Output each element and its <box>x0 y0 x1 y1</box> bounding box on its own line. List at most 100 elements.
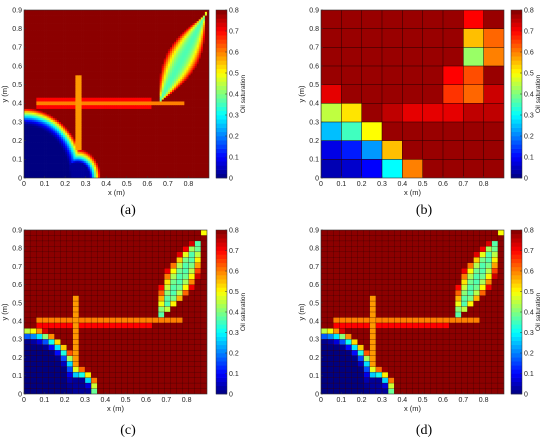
heatmap-cell <box>65 66 68 69</box>
heatmap-cell <box>50 54 54 58</box>
heatmap-cell <box>196 101 200 104</box>
heatmap-cell <box>122 58 126 61</box>
heatmap-cell <box>42 60 45 63</box>
heatmap-cell <box>178 94 181 97</box>
heatmap-cell <box>167 24 171 28</box>
heatmap-cell <box>56 77 60 80</box>
heatmap-cell <box>176 34 179 37</box>
heatmap-cell <box>130 110 134 114</box>
heatmap-cell <box>100 10 103 13</box>
heatmap-cell <box>128 88 132 91</box>
heatmap-cell <box>93 90 97 93</box>
heatmap-cell <box>155 73 158 76</box>
heatmap-cell <box>58 71 62 74</box>
heatmap-cell <box>139 32 142 35</box>
heatmap-cell <box>24 51 27 54</box>
heatmap-cell <box>204 84 208 87</box>
heatmap-cell <box>73 23 76 26</box>
heatmap-cell <box>174 82 177 86</box>
heatmap-cell <box>128 73 132 76</box>
heatmap-cell <box>200 51 204 54</box>
heatmap-cell <box>32 58 35 61</box>
heatmap-cell <box>161 52 165 56</box>
heatmap-cell <box>192 94 195 97</box>
heatmap-cell <box>71 43 74 46</box>
heatmap-cell <box>67 105 70 108</box>
heatmap-cell <box>100 49 103 52</box>
heatmap-cell <box>28 67 31 71</box>
heatmap-cell <box>58 39 62 43</box>
heatmap-cell <box>122 75 126 78</box>
heatmap-cell <box>114 23 117 26</box>
heatmap-cell <box>200 36 204 39</box>
heatmap-cell <box>176 67 179 71</box>
heatmap-cell <box>71 77 74 80</box>
heatmap-cell <box>63 30 66 33</box>
heatmap-cell <box>65 23 68 26</box>
heatmap-cell <box>26 34 29 37</box>
heatmap-cell <box>28 52 31 56</box>
heatmap-cell <box>141 10 144 13</box>
heatmap-cell <box>174 13 177 16</box>
heatmap-cell <box>151 26 154 30</box>
heatmap-cell <box>200 79 204 82</box>
heatmap-cell <box>26 24 29 28</box>
heatmap-cell <box>135 36 138 39</box>
heatmap-cell <box>114 84 117 87</box>
heatmap-cell <box>122 95 126 99</box>
heatmap-cell <box>71 45 74 48</box>
heatmap-cell <box>67 95 70 99</box>
heatmap-cell <box>126 90 130 93</box>
heatmap-cell <box>100 23 103 26</box>
heatmap-cell <box>198 92 202 95</box>
heatmap-cell <box>83 75 87 78</box>
heatmap-cell <box>149 11 152 15</box>
heatmap-cell <box>172 39 175 43</box>
heatmap-cell <box>157 88 161 91</box>
heatmap-cell <box>110 103 113 106</box>
heatmap-cell <box>50 108 54 112</box>
heatmap-cell <box>69 69 72 72</box>
heatmap-cell <box>42 13 45 16</box>
heatmap-cell <box>169 103 173 106</box>
heatmap-cell <box>26 71 29 74</box>
heatmap-cell <box>75 21 78 24</box>
heatmap-cell <box>118 112 121 115</box>
heatmap-cell <box>124 15 128 18</box>
heatmap-cell <box>116 105 119 108</box>
heatmap-cell <box>204 92 208 95</box>
heatmap-cell <box>73 108 76 112</box>
heatmap-cell <box>85 66 89 69</box>
heatmap-cell <box>128 41 132 44</box>
heatmap-cell <box>61 62 64 65</box>
heatmap-cell <box>200 58 204 61</box>
heatmap-cell <box>44 21 47 24</box>
heatmap-cell <box>32 92 35 95</box>
heatmap-cell <box>161 19 165 22</box>
heatmap-cell <box>132 32 136 35</box>
heatmap-cell <box>200 110 204 114</box>
heatmap-cell <box>155 62 158 65</box>
heatmap-cell <box>79 24 82 28</box>
heatmap-cell <box>75 71 78 74</box>
heatmap-cell <box>91 43 95 46</box>
heatmap-cell <box>178 90 181 93</box>
heatmap-cell <box>163 28 167 31</box>
heatmap-cell <box>190 62 193 65</box>
heatmap-cell <box>157 62 161 65</box>
heatmap-cell <box>143 79 146 82</box>
heatmap-cell <box>30 71 33 74</box>
heatmap-cell <box>26 47 29 50</box>
heatmap-cell <box>32 99 35 102</box>
heatmap-cell <box>165 19 169 22</box>
heatmap-cell <box>106 19 109 22</box>
heatmap-cell <box>149 10 152 13</box>
heatmap-cell <box>69 86 72 89</box>
heatmap-cell <box>178 43 181 46</box>
heatmap-cell <box>163 24 167 28</box>
heatmap-cell <box>63 82 66 86</box>
heatmap-cell <box>52 73 56 76</box>
heatmap-cell <box>56 45 60 48</box>
heatmap-cell <box>71 26 74 30</box>
heatmap-cell <box>98 32 101 35</box>
